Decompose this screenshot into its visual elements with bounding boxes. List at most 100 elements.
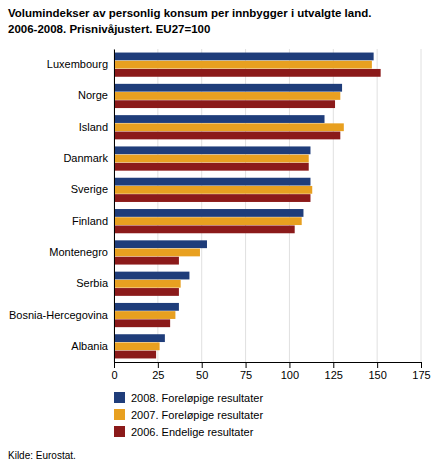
tick-label: Finland: [72, 215, 108, 227]
tick: Norge: [78, 89, 108, 101]
tick: 0: [111, 362, 117, 381]
bar: [114, 249, 200, 257]
bar: [114, 84, 342, 92]
tick: Bosnia-Hercegovina: [9, 309, 109, 321]
tick-label: Montenegro: [49, 246, 108, 258]
tick-mark: [289, 362, 290, 368]
tick-label: 175: [412, 369, 430, 381]
bar: [114, 209, 303, 217]
bar: [114, 342, 160, 350]
bar: [114, 257, 179, 265]
tick-label: 75: [240, 369, 252, 381]
series: [114, 53, 374, 342]
bar: [114, 155, 309, 163]
tick: 175: [412, 362, 430, 381]
bar: [114, 132, 340, 140]
tick: Albania: [71, 340, 109, 352]
y-axis: Luxembourg Norge Island Danmark Sverige Finla…: [9, 50, 115, 363]
tick-label: 0: [111, 369, 117, 381]
tick-label: Luxembourg: [47, 58, 108, 70]
grid-line: [377, 49, 378, 362]
bar: [114, 92, 340, 100]
tick-label: 50: [196, 369, 208, 381]
tick: 25: [152, 362, 164, 381]
grid-line: [421, 49, 422, 362]
tick-label: 25: [152, 369, 164, 381]
bar: [114, 272, 189, 280]
tick: 125: [325, 362, 343, 381]
legend: 2008. Foreløpige resultater 2007. Foreløp…: [114, 392, 263, 438]
tick-mark: [114, 362, 115, 368]
tick: 150: [368, 362, 386, 381]
bar: [114, 123, 344, 131]
tick-label: 100: [281, 369, 299, 381]
bar: [114, 194, 310, 202]
tick-label: Albania: [71, 340, 109, 352]
legend-item: 2006. Endelige resultater: [114, 426, 254, 438]
tick-mark: [202, 362, 203, 368]
bar: [114, 115, 325, 123]
legend-label: 2007. Foreløpige resultater: [131, 409, 263, 421]
plot: 0 25 50 75 100 125 150 175 Luxembourg Norge Island…: [9, 49, 431, 381]
bar: [114, 217, 302, 225]
legend-label: 2006. Endelige resultater: [131, 426, 254, 438]
tick-mark: [377, 362, 378, 368]
title-group: Volumindekser av personlig konsum per in…: [8, 7, 371, 35]
tick: Sverige: [71, 183, 108, 195]
grid: [114, 49, 421, 362]
bar: [114, 178, 310, 186]
bar: [114, 163, 309, 171]
tick: 75: [240, 362, 252, 381]
legend-swatch: [114, 426, 125, 437]
legend-swatch: [114, 409, 125, 420]
tick-label: Serbia: [76, 277, 109, 289]
tick-mark: [421, 362, 422, 368]
tick-label: Danmark: [63, 152, 108, 164]
tick-label: 150: [368, 369, 386, 381]
bar: [114, 311, 175, 319]
bar: [114, 225, 295, 233]
series: [114, 69, 381, 358]
tick-label: Norge: [78, 89, 108, 101]
x-axis: 0 25 50 75 100 125 150 175: [111, 362, 430, 381]
legend-swatch: [114, 392, 125, 403]
bar: [114, 100, 335, 108]
chart: Volumindekser av personlig konsum per in…: [0, 0, 437, 467]
tick: Serbia: [76, 277, 109, 289]
bar: [114, 280, 181, 288]
bars: [114, 53, 381, 359]
tick: Luxembourg: [47, 58, 108, 70]
axis-line: [114, 50, 115, 363]
tick-mark: [246, 362, 247, 368]
bar: [114, 61, 372, 69]
tick: 50: [196, 362, 208, 381]
bar: [114, 146, 310, 154]
bar: [114, 186, 312, 194]
bar: [114, 334, 165, 342]
tick-mark: [158, 362, 159, 368]
tick: Finland: [72, 215, 108, 227]
tick: 100: [281, 362, 299, 381]
tick-mark: [333, 362, 334, 368]
bar: [114, 303, 179, 311]
grid-line: [114, 49, 115, 362]
bar: [114, 69, 381, 77]
subtitle: 2006-2008. Prisnivåjustert. EU27=100: [8, 23, 210, 35]
tick: Montenegro: [49, 246, 108, 258]
tick: Danmark: [63, 152, 108, 164]
tick-label: Sverige: [71, 183, 108, 195]
bar: [114, 53, 374, 61]
tick: Island: [79, 121, 108, 133]
legend-item: 2007. Foreløpige resultater: [114, 409, 263, 421]
legend-label: 2008. Foreløpige resultater: [131, 392, 263, 404]
tick-label: Island: [79, 121, 108, 133]
series: [114, 61, 372, 350]
title: Volumindekser av personlig konsum per in…: [8, 7, 371, 19]
bar: [114, 319, 170, 327]
annotation: Kilde: Eurostat.: [8, 450, 76, 461]
bar: [114, 288, 179, 296]
legend-item: 2008. Foreløpige resultater: [114, 392, 263, 404]
bar: [114, 351, 156, 359]
bar: [114, 240, 207, 248]
tick-label: Bosnia-Hercegovina: [9, 309, 109, 321]
